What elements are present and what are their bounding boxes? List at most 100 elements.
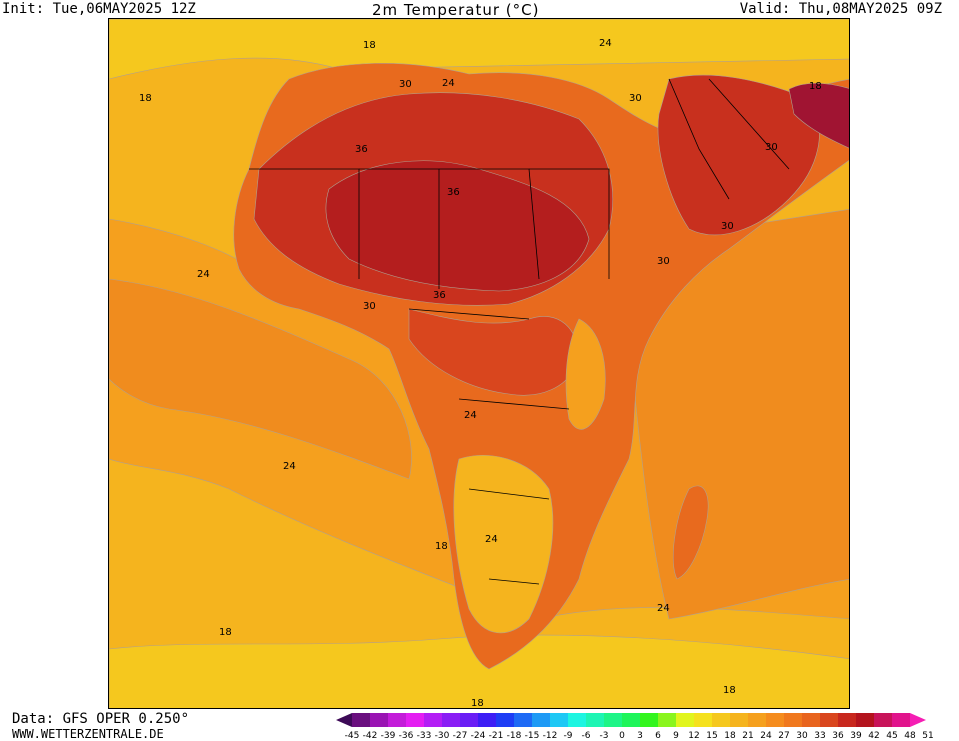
contour-label: 24 — [485, 534, 498, 545]
contour-label: 18 — [471, 698, 484, 709]
colorbar-swatch — [856, 713, 874, 727]
colorbar-tick-label: 48 — [904, 731, 916, 740]
contour-label: 18 — [139, 93, 152, 104]
hot-arabia — [657, 74, 820, 236]
colorbar-tick-label: 6 — [655, 731, 661, 740]
colorbar-swatch — [766, 713, 784, 727]
map-title: 2m Temperatur (°C) — [372, 1, 540, 19]
temperature-colorbar: -45 -42 -39 -36 -33 -30 -27 -24 -21 -18 -15 -12 -9 -6… — [336, 713, 934, 740]
colorbar-swatch — [676, 713, 694, 727]
colorbar-tick-label: 18 — [724, 731, 736, 740]
colorbar-tick-label: -42 — [363, 731, 378, 740]
colorbar-swatch — [352, 713, 370, 727]
contour-label: 30 — [399, 79, 412, 90]
colorbar-swatch — [622, 713, 640, 727]
colorbar-tick-label: -27 — [453, 731, 468, 740]
contour-label: 24 — [442, 78, 455, 89]
colorbar-swatch — [514, 713, 532, 727]
colorbar-tick-label: 27 — [778, 731, 789, 740]
colorbar-swatch — [892, 713, 910, 727]
south-africa-cool — [453, 454, 554, 634]
valid-time-label: Valid: Thu,08MAY2025 09Z — [739, 1, 942, 17]
contour-label: 24 — [464, 410, 477, 421]
colorbar-tick-label: -36 — [399, 731, 414, 740]
colorbar-tick-label: 42 — [868, 731, 879, 740]
contour-label: 18 — [219, 627, 232, 638]
colorbar-swatch — [820, 713, 838, 727]
contour-label: 24 — [197, 269, 210, 280]
colorbar-swatch — [424, 713, 442, 727]
country-borders — [249, 78, 790, 585]
colorbar-swatch — [604, 713, 622, 727]
colorbar-tick-label: -39 — [381, 731, 396, 740]
colorbar-tick-label: 3 — [637, 731, 643, 740]
hot-core — [325, 160, 590, 292]
contour-label: 24 — [599, 38, 612, 49]
contour-label: 30 — [765, 142, 778, 153]
contour-label: 36 — [447, 187, 460, 198]
contour-label: 24 — [283, 461, 296, 472]
colorbar-swatch — [532, 713, 550, 727]
colorbar-tick-label: 21 — [742, 731, 753, 740]
colorbar-swatch — [640, 713, 658, 727]
contour-label: 30 — [363, 301, 376, 312]
colorbar-tick-label: -33 — [417, 731, 432, 740]
init-time-label: Init: Tue,06MAY2025 12Z — [2, 1, 196, 17]
band-27c-atlantic — [109, 278, 412, 480]
colorbar-tick-label: 12 — [688, 731, 699, 740]
colorbar-tick-label: 9 — [673, 731, 679, 740]
colorbar-tick-label: -15 — [525, 731, 540, 740]
colorbar-swatch — [784, 713, 802, 727]
contour-label: 30 — [721, 221, 734, 232]
colorbar-swatch — [874, 713, 892, 727]
colorbar-tick-label: -6 — [582, 731, 591, 740]
colorbar-left-arrow — [336, 713, 352, 727]
colorbar-swatch — [748, 713, 766, 727]
colorbar-tick-label: -12 — [543, 731, 558, 740]
colorbar-swatch — [586, 713, 604, 727]
colorbar-swatch — [388, 713, 406, 727]
contour-label: 30 — [629, 93, 642, 104]
colorbar-tick-label: 51 — [922, 731, 933, 740]
contour-label: 18 — [435, 541, 448, 552]
contour-label: 30 — [657, 256, 670, 267]
colorbar-swatch — [406, 713, 424, 727]
colorbar-tick-label: -3 — [600, 731, 609, 740]
colorbar-right-arrow — [910, 713, 926, 727]
hot-iran — [788, 82, 849, 149]
colorbar-swatch — [370, 713, 388, 727]
colorbar-tick-label: -30 — [435, 731, 450, 740]
colorbar-tick-label: 15 — [706, 731, 717, 740]
colorbar-tick-label: 45 — [886, 731, 897, 740]
colorbar-tick-label: 36 — [832, 731, 844, 740]
colorbar-swatch — [712, 713, 730, 727]
colorbar-tick-label: 0 — [619, 731, 625, 740]
contour-label: 36 — [355, 144, 368, 155]
temperature-map: 18 18 24 24 24 30 36 36 36 30 30 24 24 3… — [108, 18, 850, 709]
east-africa-highlands — [565, 318, 606, 430]
colorbar-swatch — [496, 713, 514, 727]
colorbar-swatch — [658, 713, 676, 727]
colorbar-swatch — [460, 713, 478, 727]
colorbar-tick-label: -18 — [507, 731, 522, 740]
contour-label: 36 — [433, 290, 446, 301]
colorbar-swatch — [838, 713, 856, 727]
website-label: WWW.WETTERZENTRALE.DE — [12, 727, 164, 741]
colorbar-swatch — [442, 713, 460, 727]
colorbar-tick-label: -45 — [345, 731, 360, 740]
colorbar-tick-label: -9 — [564, 731, 573, 740]
contour-label: 18 — [363, 40, 376, 51]
colorbar-swatch — [568, 713, 586, 727]
colorbar-swatch — [550, 713, 568, 727]
madagascar — [672, 485, 709, 580]
colorbar-tick-label: 33 — [814, 731, 825, 740]
colorbar-tick-label: 30 — [796, 731, 808, 740]
colorbar-tick-label: 39 — [850, 731, 862, 740]
colorbar-swatch — [478, 713, 496, 727]
colorbar-tick-label: -24 — [471, 731, 486, 740]
data-source-label: Data: GFS OPER 0.250° — [12, 711, 190, 727]
colorbar-tick-label: 24 — [760, 731, 772, 740]
contour-label: 18 — [809, 81, 822, 92]
contour-label: 24 — [657, 603, 670, 614]
contour-label: 18 — [723, 685, 736, 696]
